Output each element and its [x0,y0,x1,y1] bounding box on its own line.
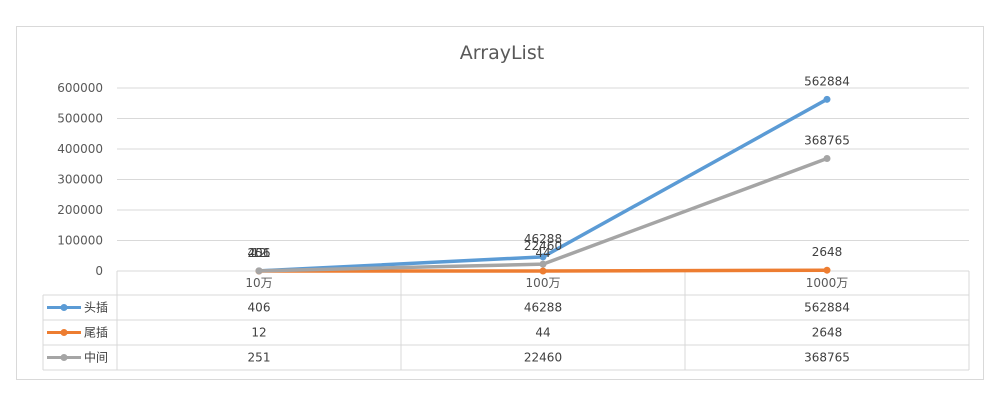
data-label: 22460 [524,239,562,253]
data-label: 406 [248,246,271,260]
table-cell-value: 251 [248,351,271,365]
data-label: 562884 [804,74,850,88]
chart-frame: ArrayList 0 100000 200000 300000 400000 50000… [16,26,984,380]
y-tick-label: 0 [95,264,103,278]
table-cell-value: 368765 [804,351,850,365]
data-label: 44 [535,246,550,260]
legend-entry: 尾插 [84,326,108,340]
y-tick-label: 300000 [57,173,103,187]
table-cell-value: 22460 [524,351,562,365]
x-tick-label: 1000万 [806,276,849,290]
table-cell-value: 44 [535,326,550,340]
data-label: 46288 [524,232,562,246]
data-label: 2648 [812,245,843,259]
data-point [255,267,263,275]
grid-lines [117,87,969,241]
table-cell-value: 2648 [812,326,843,340]
table-cell-value: 12 [251,326,266,340]
y-tick-label: 600000 [57,81,103,95]
series-lines [255,95,831,275]
data-point [823,266,831,274]
x-tick-label: 100万 [526,276,561,290]
legend-key-marker [60,329,68,336]
table-cell-value: 406 [248,301,271,315]
table-cell-value: 46288 [524,301,562,315]
chart-title: ArrayList [460,42,544,64]
legend-key-marker [60,304,68,311]
data-label: 368765 [804,134,850,148]
x-tick-label: 10万 [245,276,272,290]
legend-entry: 中间 [84,350,108,365]
table-cell-value: 562884 [804,301,850,315]
y-tick-label: 500000 [57,112,103,126]
data-point [823,95,831,103]
y-axis: 0 100000 200000 300000 400000 500000 600000 [57,81,103,278]
y-tick-label: 200000 [57,203,103,217]
line-chart: ArrayList 0 100000 200000 300000 400000 50000… [42,42,970,371]
data-label: 251 [248,246,271,260]
legend-key-marker [60,354,68,361]
data-point [539,253,547,261]
data-labels: 406 46288 562884 12 44 2648 251 22460 368765 [248,74,850,260]
data-point [539,260,547,268]
y-tick-label: 100000 [57,234,103,248]
legend-entry: 头插 [84,301,108,315]
data-point [539,267,547,275]
y-tick-label: 400000 [57,142,103,156]
data-label: 12 [251,246,266,260]
data-point [823,155,831,163]
